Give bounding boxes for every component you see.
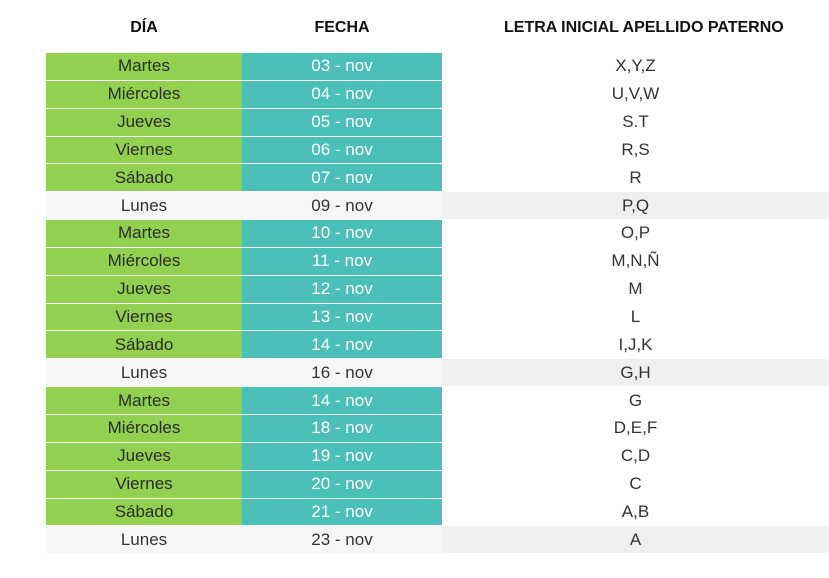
table-row: Martes 10 - nov O,P	[46, 220, 829, 248]
schedule-table: Martes 03 - nov X,Y,Z Miércoles 04 - nov U,V,…	[46, 53, 829, 555]
cell-dia: Jueves	[46, 275, 242, 303]
table-row: Viernes 06 - nov R,S	[46, 136, 829, 165]
cell-dia: Viernes	[46, 470, 242, 498]
cell-fecha: 05 - nov	[242, 108, 442, 136]
cell-letra-inicial: P,Q	[442, 192, 829, 220]
cell-letra-inicial: D,E,F	[442, 414, 829, 442]
table-row: Lunes 23 - nov A	[46, 526, 829, 555]
cell-dia: Sábado	[46, 498, 242, 526]
table-row: Sábado 21 - nov A,B	[46, 498, 829, 527]
cell-fecha: 23 - nov	[242, 526, 442, 554]
table-row: Miércoles 04 - nov U,V,W	[46, 80, 829, 109]
cell-dia: Martes	[46, 387, 242, 414]
cell-letra-inicial: L	[442, 303, 829, 331]
table-row: Sábado 14 - nov I,J,K	[46, 331, 829, 360]
table-row: Lunes 16 - nov G,H	[46, 359, 829, 388]
table-row: Martes 14 - nov G	[46, 387, 829, 415]
cell-dia: Miércoles	[46, 80, 242, 108]
cell-dia: Sábado	[46, 331, 242, 359]
table-row: Martes 03 - nov X,Y,Z	[46, 53, 829, 81]
cell-letra-inicial: S.T	[442, 108, 829, 136]
cell-fecha: 20 - nov	[242, 470, 442, 498]
table-row: Miércoles 11 - nov M,N,Ñ	[46, 247, 829, 276]
cell-fecha: 11 - nov	[242, 247, 442, 275]
cell-dia: Martes	[46, 220, 242, 247]
table-row: Miércoles 18 - nov D,E,F	[46, 414, 829, 443]
cell-letra-inicial: M,N,Ñ	[442, 247, 829, 275]
cell-letra-inicial: M	[442, 275, 829, 303]
cell-dia: Sábado	[46, 164, 242, 192]
cell-fecha: 13 - nov	[242, 303, 442, 331]
cell-dia: Viernes	[46, 303, 242, 331]
table-row: Jueves 12 - nov M	[46, 275, 829, 304]
cell-letra-inicial: G,H	[442, 359, 829, 387]
cell-dia: Lunes	[46, 359, 242, 387]
cell-fecha: 03 - nov	[242, 53, 442, 80]
cell-fecha: 07 - nov	[242, 164, 442, 192]
cell-letra-inicial: R,S	[442, 136, 829, 164]
cell-dia: Lunes	[46, 526, 242, 554]
cell-dia: Miércoles	[46, 414, 242, 442]
cell-fecha: 21 - nov	[242, 498, 442, 526]
cell-dia: Lunes	[46, 192, 242, 220]
cell-fecha: 14 - nov	[242, 331, 442, 359]
cell-letra-inicial: A	[442, 526, 829, 554]
table-row: Jueves 19 - nov C,D	[46, 442, 829, 471]
cell-letra-inicial: I,J,K	[442, 331, 829, 359]
table-header: DÍA FECHA LETRA INICIAL APELLIDO PATERNO	[0, 14, 829, 42]
header-dia: DÍA	[130, 19, 158, 36]
cell-dia: Martes	[46, 53, 242, 80]
cell-dia: Viernes	[46, 136, 242, 164]
cell-letra-inicial: U,V,W	[442, 80, 829, 108]
cell-fecha: 19 - nov	[242, 442, 442, 470]
header-letra-inicial: LETRA INICIAL APELLIDO PATERNO	[504, 19, 784, 36]
cell-letra-inicial: C,D	[442, 442, 829, 470]
cell-letra-inicial: A,B	[442, 498, 829, 526]
cell-fecha: 10 - nov	[242, 220, 442, 247]
cell-dia: Miércoles	[46, 247, 242, 275]
table-row: Viernes 13 - nov L	[46, 303, 829, 332]
cell-fecha: 09 - nov	[242, 192, 442, 220]
cell-fecha: 18 - nov	[242, 414, 442, 442]
table-row: Lunes 09 - nov P,Q	[46, 192, 829, 221]
header-fecha: FECHA	[314, 19, 370, 36]
table-row: Jueves 05 - nov S.T	[46, 108, 829, 137]
cell-letra-inicial: C	[442, 470, 829, 498]
cell-letra-inicial: X,Y,Z	[442, 53, 829, 80]
cell-letra-inicial: G	[442, 387, 829, 414]
cell-fecha: 12 - nov	[242, 275, 442, 303]
cell-letra-inicial: R	[442, 164, 829, 192]
cell-dia: Jueves	[46, 442, 242, 470]
cell-fecha: 14 - nov	[242, 387, 442, 414]
cell-letra-inicial: O,P	[442, 220, 829, 247]
cell-dia: Jueves	[46, 108, 242, 136]
table-row: Viernes 20 - nov C	[46, 470, 829, 499]
cell-fecha: 06 - nov	[242, 136, 442, 164]
table-row: Sábado 07 - nov R	[46, 164, 829, 193]
cell-fecha: 16 - nov	[242, 359, 442, 387]
cell-fecha: 04 - nov	[242, 80, 442, 108]
